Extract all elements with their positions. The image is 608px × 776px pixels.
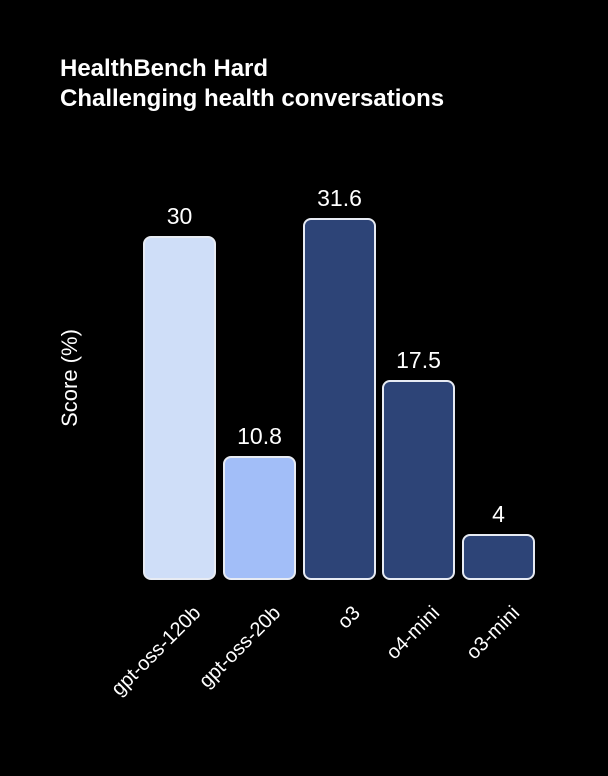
value-label-o4-mini: 17.5 <box>396 346 441 373</box>
x-tick-label-o3-mini: o3-mini <box>462 602 525 664</box>
bar-o4-mini <box>382 380 455 580</box>
chart-subtitle: Challenging health conversations <box>60 85 445 112</box>
value-label-gpt-oss-120b: 30 <box>166 202 193 229</box>
value-label-o3-mini: 4 <box>492 500 505 527</box>
x-tick-label-gpt-oss-20b: gpt-oss-20b <box>194 602 286 693</box>
value-label-gpt-oss-20b: 10.8 <box>237 422 282 449</box>
bar-o3-mini <box>462 534 535 580</box>
chart-title: HealthBench Hard <box>60 55 269 82</box>
bar-gpt-oss-120b <box>143 236 216 580</box>
bar-gpt-oss-20b <box>223 456 296 580</box>
x-tick-label-o4-mini: o4-mini <box>382 602 445 664</box>
value-label-o3: 31.6 <box>317 184 362 211</box>
chart-title-block: HealthBench Hard Challenging health conv… <box>60 54 444 114</box>
x-tick-label-gpt-oss-120b: gpt-oss-120b <box>106 602 206 701</box>
x-tick-label-o3: o3 <box>333 602 366 634</box>
bar-o3 <box>303 218 376 580</box>
